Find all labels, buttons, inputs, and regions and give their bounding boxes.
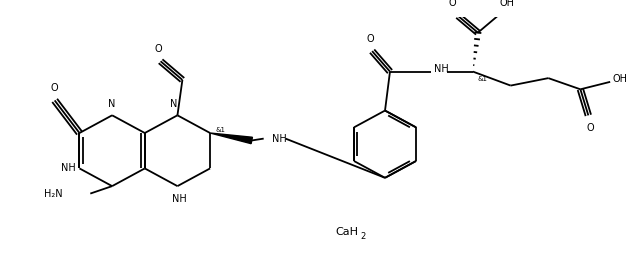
Text: H₂N: H₂N — [44, 189, 62, 199]
Text: O: O — [51, 83, 59, 93]
Text: NH: NH — [272, 134, 287, 144]
Text: &1: &1 — [478, 76, 488, 82]
Text: O: O — [366, 34, 374, 44]
Text: N: N — [108, 99, 116, 109]
Text: OH: OH — [500, 0, 515, 8]
Text: O: O — [449, 0, 456, 8]
Text: OH: OH — [612, 74, 627, 84]
Text: NH: NH — [60, 163, 76, 173]
Text: CaH: CaH — [335, 227, 358, 237]
Text: &1: &1 — [215, 127, 225, 133]
Text: 2: 2 — [361, 232, 366, 241]
Text: O: O — [155, 44, 163, 54]
Text: NH: NH — [435, 64, 449, 74]
Text: N: N — [170, 99, 177, 109]
Text: O: O — [587, 123, 594, 133]
Polygon shape — [210, 133, 253, 144]
Text: NH: NH — [172, 194, 187, 204]
